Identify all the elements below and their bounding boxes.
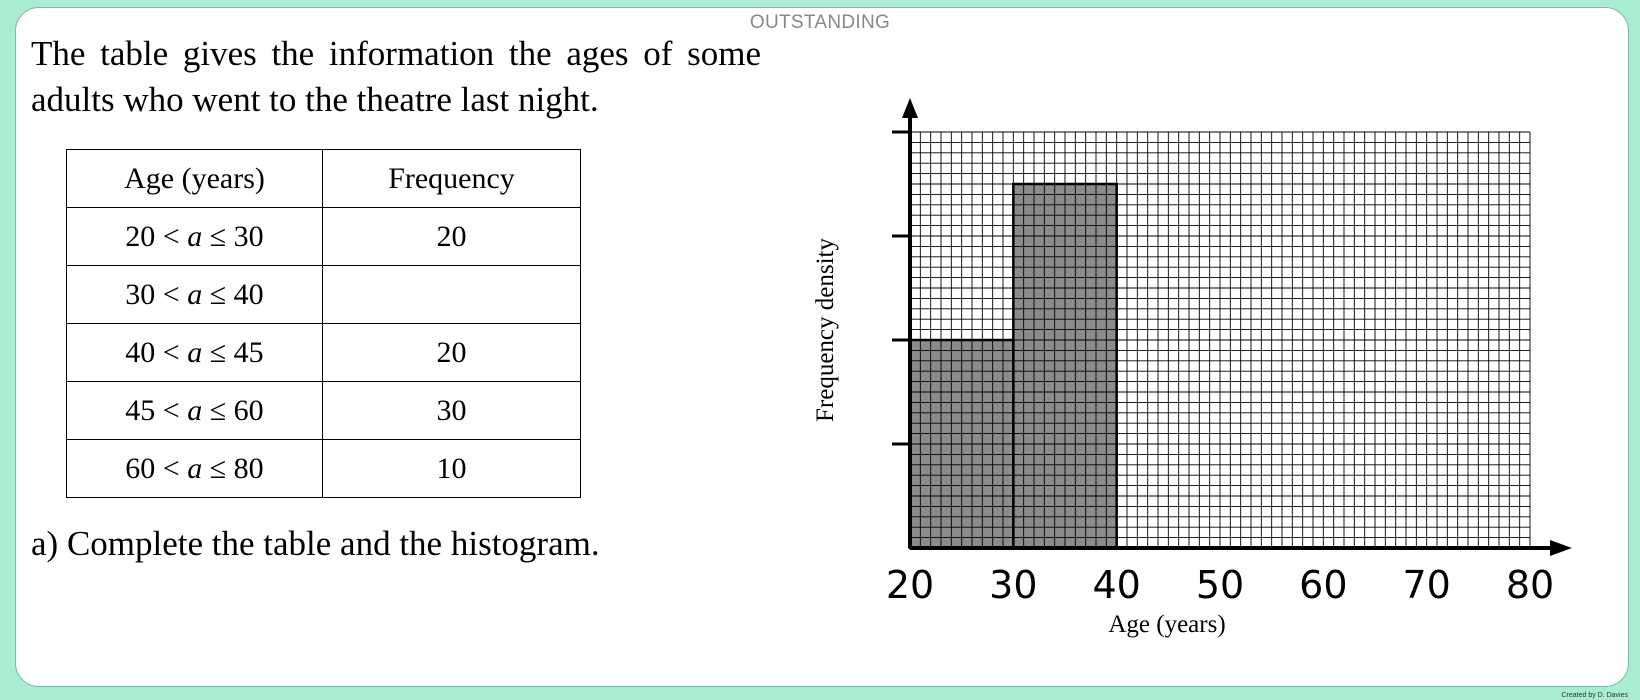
x-tick-label: 70	[1402, 563, 1450, 607]
frequency-cell: 20	[322, 207, 581, 266]
frequency-cell: 10	[322, 439, 581, 498]
age-interval-cell: 40 < a ≤ 45	[66, 323, 323, 382]
x-tick-label: 80	[1506, 563, 1554, 607]
table-row: 20 < a ≤ 30 20	[66, 207, 581, 266]
slide-header: OUTSTANDING	[749, 12, 891, 33]
table-row: 45 < a ≤ 60 30	[66, 381, 581, 440]
credit-footer: Created by D. Davies	[1561, 692, 1628, 699]
frequency-cell: 20	[322, 323, 581, 382]
table-row: 60 < a ≤ 80 10	[66, 439, 581, 498]
x-tick-label: 30	[989, 563, 1037, 607]
x-axis-label: Age (years)	[1108, 611, 1225, 638]
y-axis-label: Frequency density	[812, 238, 839, 422]
x-axis-arrow-icon	[1550, 540, 1572, 556]
question-part-a: a) Complete the table and the histogram.	[31, 524, 600, 563]
table-header-row: Age (years) Frequency	[66, 149, 581, 208]
frequency-cell-blank	[322, 265, 581, 324]
x-tick-label: 60	[1299, 563, 1347, 607]
y-axis-arrow-icon	[902, 98, 918, 118]
age-interval-cell: 20 < a ≤ 30	[66, 207, 323, 266]
x-tick-label: 20	[886, 563, 934, 607]
x-tick-label: 40	[1092, 563, 1140, 607]
x-tick-label: 50	[1196, 563, 1244, 607]
frequency-cell: 30	[322, 381, 581, 440]
frequency-table: Age (years) Frequency 20 < a ≤ 30 20 30 …	[66, 149, 581, 498]
table-row: 40 < a ≤ 45 20	[66, 323, 581, 382]
table-header-frequency: Frequency	[322, 149, 581, 208]
age-interval-cell: 45 < a ≤ 60	[66, 381, 323, 440]
age-interval-cell: 60 < a ≤ 80	[66, 439, 323, 498]
question-intro-text: The table gives the information the ages…	[31, 34, 761, 119]
